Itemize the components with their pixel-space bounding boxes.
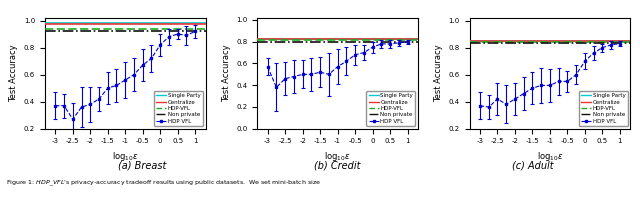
X-axis label: $\mathrm{log}_{10}\varepsilon$: $\mathrm{log}_{10}\varepsilon$ — [112, 150, 139, 163]
Text: (a) Breast: (a) Breast — [118, 160, 166, 170]
X-axis label: $\mathrm{log}_{10}\varepsilon$: $\mathrm{log}_{10}\varepsilon$ — [324, 150, 351, 163]
Text: (c) Adult: (c) Adult — [512, 160, 554, 170]
Y-axis label: Test Accuracy: Test Accuracy — [434, 44, 443, 102]
Text: Figure 1: $\it{HDP\_VFL}$'s privacy-accuracy tradeoff results using public datas: Figure 1: $\it{HDP\_VFL}$'s privacy-accu… — [6, 178, 321, 188]
Legend: Single Party, Centralize, HDP-VFL, Non private, HDP VFL: Single Party, Centralize, HDP-VFL, Non p… — [154, 91, 203, 126]
Legend: Single Party, Centralize, HDP-VFL, Non private, HDP VFL: Single Party, Centralize, HDP-VFL, Non p… — [579, 91, 628, 126]
Legend: Single Party, Centralize, HDP-VFL, Non private, HDP VFL: Single Party, Centralize, HDP-VFL, Non p… — [367, 91, 415, 126]
Y-axis label: Test Accuracy: Test Accuracy — [221, 44, 230, 102]
Text: (b) Credit: (b) Credit — [314, 160, 361, 170]
X-axis label: $\mathrm{log}_{10}\varepsilon$: $\mathrm{log}_{10}\varepsilon$ — [536, 150, 563, 163]
Y-axis label: Test Accuracy: Test Accuracy — [9, 44, 19, 102]
